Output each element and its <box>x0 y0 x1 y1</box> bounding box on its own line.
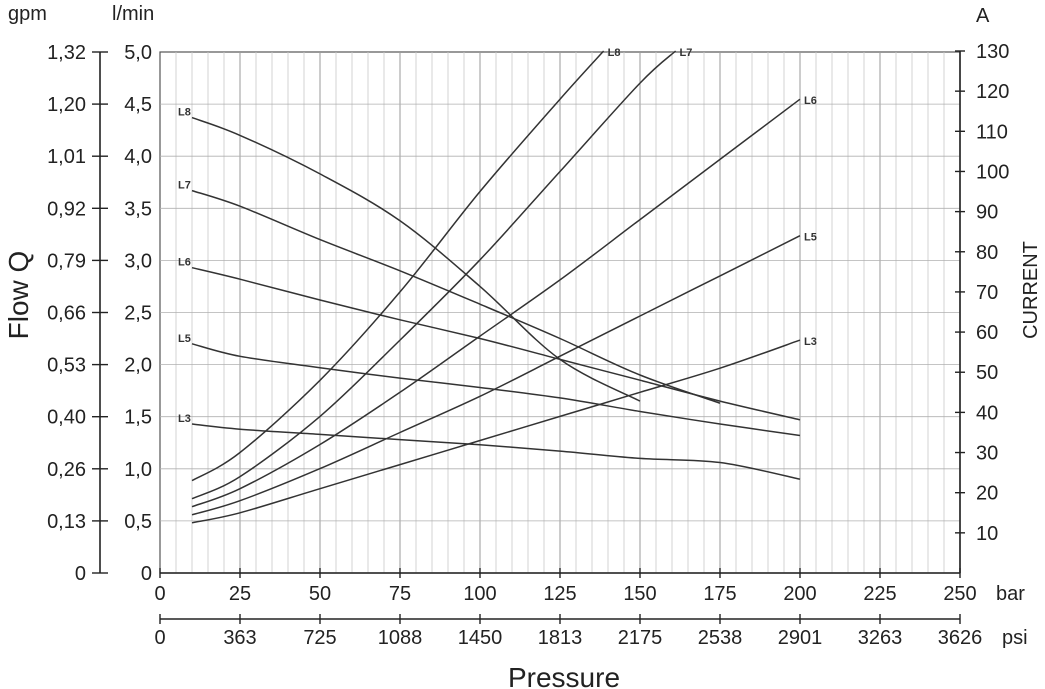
x2-tick-label: 3263 <box>858 627 903 649</box>
y2-tick-label: 0,92 <box>47 198 86 220</box>
x-tick-label: 0 <box>154 583 165 605</box>
y-axis-title: Flow Q <box>3 251 34 340</box>
y-tick-label: 1,0 <box>124 459 152 481</box>
axes <box>92 50 965 624</box>
y-tick-label: 4,0 <box>124 146 152 168</box>
curves <box>191 50 801 524</box>
y3-tick-label: 20 <box>976 483 998 505</box>
current-label-l6: L6 <box>804 95 817 107</box>
x-tick-label: 175 <box>703 583 736 605</box>
y3-tick-label: 10 <box>976 523 998 545</box>
x2-unit-label: psi <box>1002 627 1028 649</box>
x2-tick-label: 1813 <box>538 627 583 649</box>
y2-tick-label: 1,20 <box>47 94 86 116</box>
x2-tick-label: 2175 <box>618 627 663 649</box>
y-unit-label: l/min <box>112 3 154 25</box>
y3-tick-label: 90 <box>976 202 998 224</box>
x-tick-label: 225 <box>863 583 896 605</box>
x2-tick-label: 0 <box>154 627 165 649</box>
y3-tick-label: 130 <box>976 41 1009 63</box>
y2-tick-label: 0,53 <box>47 355 86 377</box>
y2-tick-label: 0,13 <box>47 511 86 533</box>
y2-tick-label: 0,26 <box>47 459 86 481</box>
x-tick-label: 250 <box>943 583 976 605</box>
flow-curve-l3 <box>191 423 801 480</box>
x2-tick-label: 725 <box>303 627 336 649</box>
flow-label-l3: L3 <box>178 413 191 425</box>
y-tick-label: 3,0 <box>124 250 152 272</box>
x-tick-label: 200 <box>783 583 816 605</box>
y3-unit-label: A <box>976 5 990 27</box>
y-tick-label: 0,5 <box>124 511 152 533</box>
x-tick-label: 75 <box>389 583 411 605</box>
y-tick-label: 2,0 <box>124 355 152 377</box>
x-axis-title: Pressure <box>508 662 620 689</box>
grid <box>159 51 961 574</box>
y3-tick-label: 100 <box>976 161 1009 183</box>
current-curve-l7 <box>191 50 677 500</box>
current-label-l8: L8 <box>608 47 621 59</box>
y3-tick-label: 40 <box>976 402 998 424</box>
y-tick-label: 4,5 <box>124 94 152 116</box>
x2-tick-label: 2901 <box>778 627 823 649</box>
y-tick-label: 3,5 <box>124 198 152 220</box>
current-label-l7: L7 <box>680 47 693 59</box>
flow-label-l8: L8 <box>178 107 191 119</box>
current-curve-l8 <box>191 50 605 482</box>
current-curve-l5 <box>191 235 801 516</box>
y3-tick-label: 120 <box>976 81 1009 103</box>
y-tick-label: 1,5 <box>124 407 152 429</box>
x-tick-label: 50 <box>309 583 331 605</box>
current-curve-l3 <box>191 339 801 524</box>
y3-tick-label: 60 <box>976 322 998 344</box>
flow-curve-l7 <box>191 189 721 404</box>
flow-label-l7: L7 <box>178 180 191 192</box>
y3-tick-label: 80 <box>976 242 998 264</box>
y2-unit-label: gpm <box>8 3 47 25</box>
x-tick-label: 25 <box>229 583 251 605</box>
x2-tick-label: 1450 <box>458 627 503 649</box>
x-tick-label: 100 <box>463 583 496 605</box>
y-tick-label: 5,0 <box>124 42 152 64</box>
y-tick-label: 0 <box>141 563 152 585</box>
x2-tick-label: 3626 <box>938 627 983 649</box>
x2-tick-label: 1088 <box>378 627 423 649</box>
flow-curve-l6 <box>191 266 801 421</box>
y2-tick-label: 0,40 <box>47 407 86 429</box>
current-label-l5: L5 <box>804 232 817 244</box>
x2-tick-label: 363 <box>223 627 256 649</box>
flow-label-l5: L5 <box>178 333 191 345</box>
y2-tick-label: 0,66 <box>47 303 86 325</box>
y3-tick-label: 30 <box>976 443 998 465</box>
x2-tick-label: 2538 <box>698 627 743 649</box>
flow-curve-l5 <box>191 343 801 437</box>
y3-tick-label: 110 <box>976 121 1008 143</box>
y2-tick-label: 0 <box>75 563 86 585</box>
flow-label-l6: L6 <box>178 257 191 269</box>
x-tick-label: 150 <box>623 583 656 605</box>
x-tick-label: 125 <box>543 583 576 605</box>
current-label-l3: L3 <box>804 336 817 348</box>
y2-tick-label: 1,01 <box>47 146 86 168</box>
current-curve-l6 <box>191 98 801 508</box>
y3-tick-label: 70 <box>976 282 998 304</box>
y2-tick-label: 1,32 <box>47 42 86 64</box>
y3-tick-label: 50 <box>976 362 998 384</box>
curve-labels: L8 L7 L6 L5 L3 L8 L7 L6 L5 L3 <box>178 47 817 425</box>
tick-labels: 000,50,131,00,261,50,402,00,532,50,663,0… <box>47 41 1009 649</box>
x-unit-label: bar <box>996 583 1025 605</box>
y3-axis-title: CURRENT <box>1020 241 1042 339</box>
y2-tick-label: 0,79 <box>47 250 86 272</box>
y-tick-label: 2,5 <box>124 303 152 325</box>
